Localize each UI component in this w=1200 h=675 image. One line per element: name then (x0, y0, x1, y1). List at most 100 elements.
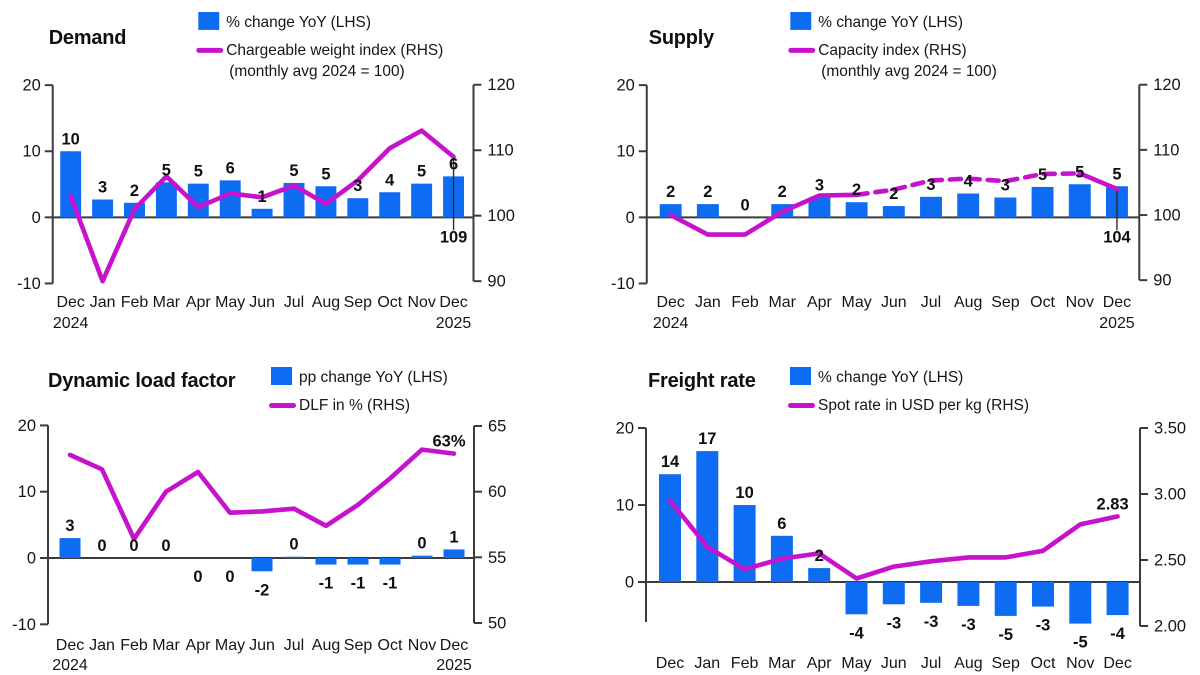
x-axis-year-label: 2025 (436, 315, 472, 332)
bar-value-label: -1 (319, 575, 334, 593)
x-axis-month-label: Mar (153, 294, 181, 311)
bar-value-label: 10 (735, 484, 753, 502)
line-series-dashed (854, 171, 1083, 198)
right-axis-tick-label: 100 (1153, 207, 1180, 225)
chart-supply-svg: Supply % change YoY (LHS) Capacity index (… (611, 11, 1181, 332)
bar (379, 192, 401, 218)
x-axis-month-label: Oct (378, 637, 403, 654)
legend-line-sublabel: (monthly avg 2024 = 100) (821, 63, 997, 80)
left-axis-tick-label: 10 (22, 143, 40, 161)
x-axis-month-label: Dec (440, 637, 468, 654)
x-axis-month-label: Oct (377, 294, 402, 311)
x-axis-year-label: 2024 (53, 315, 89, 332)
chart-supply: Supply % change YoY (LHS) Capacity index (… (600, 0, 1200, 337)
bar-value-label: 3 (1001, 177, 1010, 195)
bar-value-label: 5 (1075, 163, 1084, 181)
bar (659, 474, 681, 582)
left-axis-tick-label: -10 (12, 616, 36, 634)
x-axis-month-label: Apr (807, 655, 833, 672)
x-axis-month-label: Dec (656, 655, 684, 672)
left-axis-tick-label: 10 (616, 497, 634, 515)
x-axis-month-label: May (215, 637, 245, 654)
annotation-label: 2.83 (1097, 495, 1129, 513)
x-axis-month-label: May (841, 655, 871, 672)
bar-value-label: 10 (62, 130, 80, 148)
x-axis-month-label: Sep (344, 294, 372, 311)
bar (283, 182, 305, 218)
right-axis-tick-label: 120 (1153, 76, 1180, 94)
bar (251, 208, 273, 218)
bar-value-label: 4 (964, 173, 974, 191)
x-axis-month-label: Jun (881, 655, 907, 672)
annotation-label: 63% (432, 433, 465, 451)
x-axis-month-label: Apr (807, 294, 832, 311)
x-axis-month-label: Sep (991, 294, 1019, 311)
x-axis-month-label: Jun (881, 294, 907, 311)
legend-bar-swatch (790, 367, 811, 385)
bar-value-label: -4 (1110, 625, 1125, 643)
bar-value-label: 0 (225, 568, 234, 586)
chart-demand: Demand % change YoY (LHS) Chargeable weigh… (0, 0, 600, 337)
right-axis-tick-label: 50 (488, 615, 506, 633)
bar-value-label: 2 (130, 182, 139, 200)
x-axis-month-label: Nov (1066, 294, 1094, 311)
left-axis-tick-label: 0 (32, 209, 41, 227)
bar (957, 582, 980, 606)
bar-value-label: 14 (661, 453, 680, 471)
bar-value-label: 5 (1112, 165, 1121, 183)
bar-value-label: 5 (321, 165, 330, 183)
legend-line-label: DLF in % (RHS) (299, 397, 410, 414)
bar (808, 197, 831, 218)
bar-value-label: 2 (703, 183, 712, 201)
line-series (667, 498, 1120, 581)
bar (957, 193, 980, 218)
x-axis-month-label: Jun (249, 637, 275, 654)
bar-value-label: 3 (98, 179, 107, 197)
x-axis-month-label: Oct (1030, 294, 1055, 311)
x-axis-year-label: 2024 (52, 657, 88, 674)
bar (845, 582, 868, 615)
legend-line-sublabel: (monthly avg 2024 = 100) (229, 63, 405, 80)
bar-value-label: -5 (998, 626, 1013, 644)
bar (59, 538, 81, 558)
bar (155, 182, 177, 218)
chart-dynamic-load-factor: Dynamic load factor pp change YoY (LHS) DL… (0, 337, 600, 675)
x-axis-month-label: Aug (312, 294, 340, 311)
bar (443, 549, 465, 558)
x-axis-month-label: Aug (954, 294, 982, 311)
bar (696, 451, 719, 582)
bar-value-label: -5 (1073, 634, 1088, 652)
bar-value-label: 1 (258, 188, 267, 206)
x-axis-month-label: May (842, 294, 872, 311)
bar-value-label: 2 (778, 183, 787, 201)
bar-value-label: 5 (289, 162, 298, 180)
x-axis-year-label: 2025 (1099, 315, 1135, 332)
bar (1068, 184, 1091, 218)
bar (920, 582, 943, 603)
annotation-label: 104 (1103, 228, 1131, 246)
legend-line-swatch (788, 403, 815, 408)
bar (315, 558, 337, 565)
left-axis-tick-label: 10 (616, 143, 634, 161)
bar-value-label: 5 (1038, 166, 1047, 184)
bar (994, 582, 1017, 616)
bar (920, 196, 942, 218)
line-series (68, 128, 456, 284)
left-axis-tick-label: 20 (18, 417, 36, 435)
right-axis-tick-label: 3.50 (1154, 420, 1186, 438)
bar (994, 197, 1017, 218)
bar-value-label: 2 (889, 185, 898, 203)
bar (92, 199, 114, 218)
bar-value-label: 5 (194, 163, 203, 181)
bar-value-label: 5 (162, 161, 171, 179)
right-axis-tick-label: 110 (1153, 141, 1179, 159)
x-axis-month-label: Jul (921, 294, 941, 311)
annotation-label: 109 (440, 228, 467, 246)
x-axis-month-label: Dec (657, 294, 685, 311)
x-axis-month-label: Dec (1103, 294, 1131, 311)
legend-line-swatch (788, 47, 816, 53)
bar-value-label: 5 (417, 163, 426, 181)
x-axis-month-label: Jan (695, 294, 721, 311)
x-axis-month-label: Dec (57, 294, 85, 311)
